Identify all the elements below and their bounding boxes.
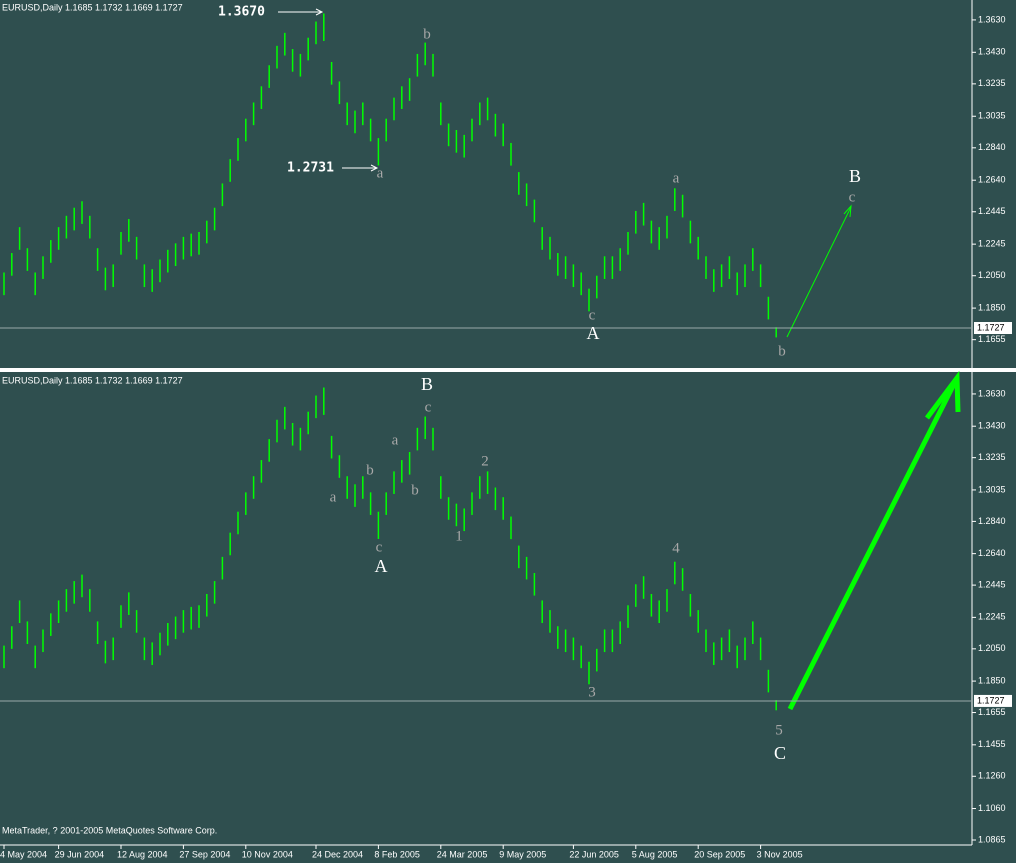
y-tick-label: 1.3235 xyxy=(978,78,1006,88)
price-pointer xyxy=(278,8,379,172)
pane-header: EURUSD,Daily 1.1685 1.1732 1.1669 1.1727 xyxy=(2,375,183,385)
wave-label: B xyxy=(849,166,861,186)
y-tick-label: 1.1655 xyxy=(978,334,1006,344)
wave-label: 1 xyxy=(455,528,463,544)
y-tick-label: 1.2840 xyxy=(978,142,1006,152)
y-tick-label: 1.1455 xyxy=(978,739,1006,749)
y-tick-label: 1.2245 xyxy=(978,239,1006,249)
wave-label: 2 xyxy=(481,453,489,469)
x-tick-label: 10 Nov 2004 xyxy=(242,849,293,859)
x-tick-label: 8 Feb 2005 xyxy=(374,849,420,859)
wave-label: A xyxy=(375,556,388,576)
y-tick-label: 1.1850 xyxy=(978,302,1006,312)
y-tick-label: 1.3235 xyxy=(978,452,1006,462)
wave-label: 1.2731 xyxy=(287,161,334,176)
wave-label: a xyxy=(377,165,384,181)
y-tick-label: 1.2640 xyxy=(978,548,1006,558)
x-tick-label: 5 Aug 2005 xyxy=(632,849,678,859)
y-tick-label: 1.1850 xyxy=(978,675,1006,685)
wave-label: b xyxy=(778,343,786,359)
y-tick-label: 1.1060 xyxy=(978,803,1006,813)
wave-label: c xyxy=(425,399,432,415)
current-price-box xyxy=(974,694,1012,707)
x-tick-label: 12 Aug 2004 xyxy=(117,849,168,859)
x-tick-label: 9 May 2005 xyxy=(499,849,546,859)
current-price-box xyxy=(974,322,1012,335)
wave-label: B xyxy=(421,374,433,394)
wave-label: a xyxy=(330,489,337,505)
y-tick-label: 1.3430 xyxy=(978,47,1006,57)
x-tick-label: 20 Sep 2005 xyxy=(694,849,745,859)
x-tick-label: 3 Nov 2005 xyxy=(757,849,803,859)
wave-label: 1.3670 xyxy=(218,5,265,20)
x-tick-label: 24 Mar 2005 xyxy=(437,849,488,859)
wave-label: A xyxy=(587,323,600,343)
y-tick-label: 1.2050 xyxy=(978,643,1006,653)
x-tick-label: 29 Jun 2004 xyxy=(55,849,105,859)
x-tick-label: 27 Sep 2004 xyxy=(179,849,230,859)
y-tick-label: 1.1655 xyxy=(978,707,1006,717)
footer: MetaTrader, ? 2001-2005 MetaQuotes Softw… xyxy=(2,825,217,835)
wave-label: c xyxy=(589,307,596,323)
wave-label: a xyxy=(673,170,680,186)
forecast-arrow xyxy=(787,370,961,711)
y-tick-label: 1.2050 xyxy=(978,270,1006,280)
y-tick-label: 1.2445 xyxy=(978,206,1006,216)
y-tick-label: 1.2445 xyxy=(978,579,1006,589)
wave-label: b xyxy=(423,26,431,42)
wave-label: 5 xyxy=(775,722,783,738)
wave-label: c xyxy=(376,539,383,555)
x-tick-label: 22 Jun 2005 xyxy=(569,849,619,859)
wave-label: 4 xyxy=(672,540,680,556)
y-tick-label: 1.1260 xyxy=(978,771,1006,781)
wave-label: C xyxy=(774,743,786,763)
y-tick-label: 1.2245 xyxy=(978,612,1006,622)
y-tick-label: 1.2640 xyxy=(978,175,1006,185)
wave-label: b xyxy=(411,482,419,498)
y-tick-label: 1.3630 xyxy=(978,14,1006,24)
wave-label: b xyxy=(366,462,374,478)
x-tick-label: 4 May 2004 xyxy=(0,849,47,859)
x-tick-label: 24 Dec 2004 xyxy=(312,849,363,859)
pane-header: EURUSD,Daily 1.1685 1.1732 1.1669 1.1727 xyxy=(2,2,183,12)
current-price-label: 1.1727 xyxy=(977,322,1005,332)
wave-label: c xyxy=(849,189,856,205)
y-tick-label: 1.3430 xyxy=(978,421,1006,431)
forecast-arrow xyxy=(786,204,852,338)
y-tick-label: 1.0865 xyxy=(978,834,1006,844)
y-tick-label: 1.3035 xyxy=(978,111,1006,121)
y-tick-label: 1.2840 xyxy=(978,516,1006,526)
y-tick-label: 1.3035 xyxy=(978,484,1006,494)
y-tick-label: 1.3630 xyxy=(978,388,1006,398)
wave-label: a xyxy=(392,432,399,448)
wave-label: 3 xyxy=(588,684,596,700)
current-price-label: 1.1727 xyxy=(977,695,1005,705)
